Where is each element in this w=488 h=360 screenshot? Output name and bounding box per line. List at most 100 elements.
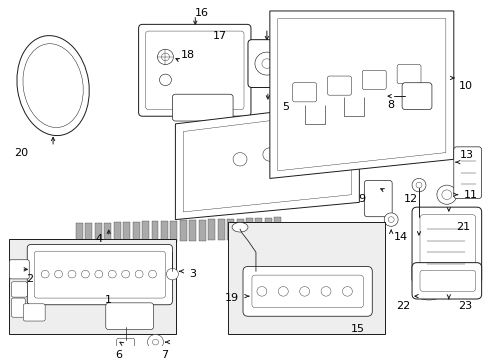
Circle shape [342, 287, 352, 296]
Text: 22: 22 [395, 301, 409, 311]
Bar [161, 221, 167, 242]
Ellipse shape [414, 287, 442, 300]
Text: 11: 11 [463, 190, 477, 200]
Bar [198, 220, 205, 241]
Bar [142, 221, 149, 242]
Bar [245, 218, 252, 239]
Bar [217, 219, 224, 240]
Text: 4: 4 [95, 234, 102, 244]
Circle shape [95, 270, 102, 278]
Bar [208, 219, 215, 240]
FancyBboxPatch shape [11, 298, 25, 317]
Bar [227, 221, 385, 334]
Circle shape [441, 190, 451, 199]
Circle shape [152, 339, 158, 345]
Circle shape [135, 270, 143, 278]
Text: 15: 15 [349, 324, 364, 334]
Bar [151, 221, 158, 242]
Text: 2: 2 [25, 274, 33, 284]
FancyBboxPatch shape [105, 303, 153, 330]
Circle shape [263, 148, 276, 161]
Text: 19: 19 [224, 293, 239, 303]
FancyBboxPatch shape [251, 275, 363, 308]
Polygon shape [183, 111, 351, 212]
FancyBboxPatch shape [243, 266, 371, 316]
FancyBboxPatch shape [247, 40, 285, 87]
FancyBboxPatch shape [172, 94, 233, 121]
FancyBboxPatch shape [23, 304, 45, 321]
Ellipse shape [23, 44, 83, 127]
Circle shape [122, 270, 129, 278]
Text: 3: 3 [188, 269, 195, 279]
Text: 18: 18 [181, 50, 195, 60]
Polygon shape [269, 11, 453, 179]
Bar [189, 220, 196, 241]
Circle shape [159, 74, 171, 86]
Circle shape [233, 153, 246, 166]
Circle shape [415, 182, 421, 188]
Bar [132, 222, 139, 243]
FancyBboxPatch shape [411, 207, 481, 284]
Polygon shape [277, 19, 445, 171]
Bar [104, 222, 111, 244]
Text: 20: 20 [14, 148, 28, 158]
Bar [255, 218, 262, 239]
FancyBboxPatch shape [9, 260, 29, 279]
Circle shape [292, 144, 306, 157]
Text: 7: 7 [161, 351, 168, 360]
Bar [180, 220, 186, 241]
Bar [9, 239, 176, 334]
Text: 14: 14 [393, 232, 407, 242]
FancyBboxPatch shape [453, 147, 481, 198]
Text: 21: 21 [455, 222, 469, 232]
FancyBboxPatch shape [362, 70, 386, 89]
Circle shape [55, 270, 62, 278]
Text: 10: 10 [458, 81, 472, 91]
Circle shape [161, 53, 169, 61]
FancyBboxPatch shape [145, 31, 244, 109]
FancyBboxPatch shape [34, 251, 165, 298]
Circle shape [157, 49, 173, 64]
Bar [85, 223, 92, 244]
Text: 9: 9 [357, 194, 364, 203]
FancyBboxPatch shape [117, 338, 134, 355]
Text: 8: 8 [387, 100, 394, 110]
Bar [274, 217, 281, 238]
Text: 17: 17 [213, 31, 227, 41]
FancyBboxPatch shape [327, 76, 351, 95]
Circle shape [256, 287, 266, 296]
Text: 5: 5 [282, 102, 289, 112]
Circle shape [322, 140, 336, 154]
FancyBboxPatch shape [138, 24, 250, 116]
Polygon shape [175, 102, 359, 220]
Text: 13: 13 [459, 149, 473, 159]
FancyBboxPatch shape [401, 83, 431, 109]
Text: 23: 23 [457, 301, 471, 311]
Ellipse shape [17, 36, 89, 136]
FancyBboxPatch shape [396, 64, 420, 84]
Circle shape [387, 217, 393, 222]
Circle shape [166, 269, 178, 280]
Text: 16: 16 [195, 8, 209, 18]
Circle shape [68, 270, 76, 278]
Circle shape [384, 213, 397, 226]
FancyBboxPatch shape [11, 282, 27, 297]
Bar [264, 218, 271, 239]
Circle shape [254, 52, 278, 75]
Circle shape [321, 287, 330, 296]
Circle shape [41, 270, 49, 278]
Circle shape [278, 287, 287, 296]
FancyBboxPatch shape [27, 244, 172, 305]
Circle shape [148, 270, 156, 278]
FancyBboxPatch shape [419, 270, 475, 291]
Circle shape [108, 270, 116, 278]
Circle shape [81, 270, 89, 278]
Ellipse shape [232, 222, 247, 232]
Circle shape [411, 179, 425, 192]
FancyBboxPatch shape [419, 215, 475, 276]
Bar [114, 222, 121, 243]
Text: 6: 6 [115, 351, 122, 360]
Bar [123, 222, 130, 243]
Circle shape [299, 287, 309, 296]
FancyBboxPatch shape [292, 83, 316, 102]
